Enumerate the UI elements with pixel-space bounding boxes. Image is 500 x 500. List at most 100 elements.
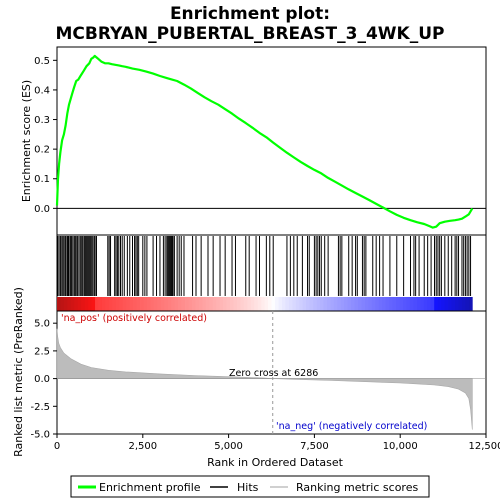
metric-area	[56, 328, 473, 430]
heat-cell	[146, 297, 151, 311]
heat-cell	[385, 297, 390, 311]
heat-cell	[427, 297, 432, 311]
heat-cell	[122, 297, 127, 311]
heat-cell	[347, 297, 352, 311]
heat-cell	[160, 297, 165, 311]
heat-cell	[198, 297, 203, 311]
heat-cell	[98, 297, 103, 311]
heat-cell	[133, 297, 137, 311]
chart-title-line1: Enrichment plot:	[170, 4, 330, 24]
heat-cell	[105, 297, 110, 311]
heat-cell	[202, 297, 207, 311]
heat-cell	[323, 297, 328, 311]
heat-cell	[233, 297, 238, 311]
es-ytick-label: 0.1	[34, 174, 50, 185]
es-ytick-label: 0.2	[34, 145, 50, 156]
heat-cell	[406, 297, 411, 311]
x-tick-label: 7,500	[300, 441, 329, 452]
heat-cell	[178, 297, 182, 311]
heat-cell	[108, 297, 113, 311]
heat-cell	[333, 297, 338, 311]
heat-cell	[344, 297, 349, 311]
metric-ytick-label: 5.0	[34, 319, 50, 330]
metric-panel-ticks: -5.0 -2.5 0.0 2.5 5.0	[30, 319, 57, 441]
x-tick-label: 0	[54, 441, 60, 452]
heat-cell	[330, 297, 335, 311]
heat-cell	[247, 297, 252, 311]
heat-cell	[174, 297, 179, 311]
heat-cell	[281, 297, 286, 311]
heat-cell	[257, 297, 262, 311]
legend-label-ranking: Ranking metric scores	[296, 481, 418, 494]
heat-cell	[181, 297, 186, 311]
heat-cell	[250, 297, 255, 311]
heat-cell	[295, 297, 300, 311]
heat-cell	[101, 297, 106, 311]
heat-cell	[458, 297, 463, 311]
heat-cell	[306, 297, 311, 311]
neg-correlation-annotation: 'na_neg' (negatively correlated)	[276, 421, 427, 432]
chart-title-line2: MCBRYAN_PUBERTAL_BREAST_3_4WK_UP	[55, 24, 444, 44]
heat-cell	[423, 297, 428, 311]
heat-cell	[292, 297, 297, 311]
heat-cell	[451, 297, 456, 311]
heat-cell	[153, 297, 158, 311]
heat-cell	[416, 297, 421, 311]
heat-cell	[129, 297, 134, 311]
heat-cell	[60, 297, 65, 311]
heat-cell	[309, 297, 314, 311]
heat-cell	[468, 297, 473, 311]
heat-cell	[299, 297, 304, 311]
heat-cell	[261, 297, 266, 311]
heat-cell	[167, 297, 172, 311]
legend-box	[70, 475, 430, 498]
heat-cell	[126, 297, 131, 311]
heat-cell	[70, 297, 75, 311]
heat-cell	[320, 297, 324, 311]
heat-cell	[150, 297, 155, 311]
heat-cell	[465, 297, 470, 311]
heat-cell	[364, 297, 369, 311]
heat-cell	[368, 297, 373, 311]
heat-cell	[63, 297, 68, 311]
metric-ytick-label: -2.5	[30, 402, 50, 413]
heat-cell	[268, 297, 272, 311]
heat-cell	[195, 297, 200, 311]
heat-cell	[454, 297, 459, 311]
heat-cell	[413, 297, 418, 311]
x-tick-label: 2,500	[128, 441, 157, 452]
heat-cell	[313, 297, 317, 311]
heat-cell	[230, 297, 234, 311]
heat-cell	[140, 297, 144, 311]
hits-layer	[57, 236, 472, 296]
heat-cell	[219, 297, 224, 311]
es-ytick-label: 0.0	[34, 204, 50, 215]
heat-cell	[240, 297, 245, 311]
x-axis-label: Rank in Ordered Dataset	[207, 456, 344, 469]
heat-cell	[88, 297, 93, 311]
heat-cell	[216, 297, 221, 311]
heat-cell	[74, 297, 79, 311]
heat-cell	[77, 297, 82, 311]
heat-cell	[223, 297, 227, 311]
heat-cell	[378, 297, 383, 311]
metric-ytick-label: 0.0	[34, 374, 50, 385]
heat-cell	[164, 297, 169, 311]
metric-layer	[56, 311, 486, 434]
heat-cell	[409, 297, 414, 311]
heat-cell	[288, 297, 293, 311]
heat-cell	[371, 297, 376, 311]
heat-cell	[254, 297, 259, 311]
es-ytick-label: 0.5	[34, 56, 50, 67]
heat-cell	[136, 297, 141, 311]
legend-item-ranking: Ranking metric scores	[270, 481, 418, 494]
heat-cell	[243, 297, 248, 311]
x-tick-label: 10,000	[383, 441, 418, 452]
x-axis-ticks: 0 2,500 5,000 7,500 10,000 12,500	[54, 434, 500, 452]
es-curve-layer	[55, 54, 474, 229]
heat-cell	[209, 297, 214, 311]
heat-cell	[337, 297, 342, 311]
heat-cell	[382, 297, 387, 311]
heat-cell	[375, 297, 380, 311]
